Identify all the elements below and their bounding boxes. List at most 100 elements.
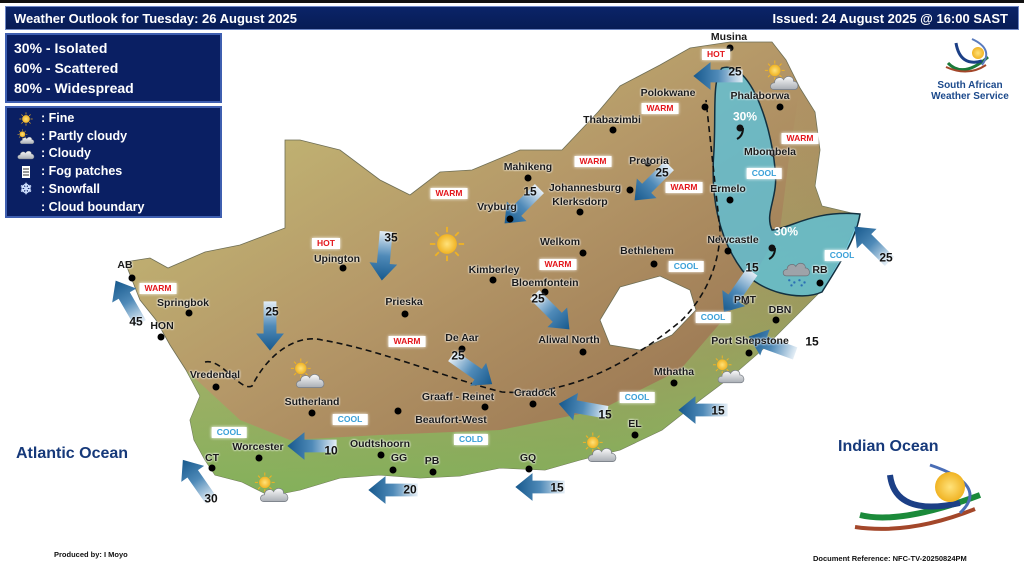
wind-speed-label: 15 <box>745 260 759 275</box>
city-label: Klerksdorp <box>552 196 608 208</box>
wind-speed-label: 25 <box>655 165 669 180</box>
temperature-label: COOL <box>332 414 368 425</box>
city-label: Welkom <box>539 236 581 248</box>
probability-legend: 30% - Isolated 60% - Scattered 80% - Wid… <box>5 33 222 103</box>
temperature-label: WARM <box>665 182 703 193</box>
rain-probability-label: 30% <box>732 109 758 124</box>
city-dot <box>579 348 587 356</box>
city-dot <box>524 174 532 182</box>
city-dot <box>541 288 549 296</box>
city-dot <box>816 279 824 287</box>
city-label: PMT <box>733 294 757 306</box>
temperature-label: WARM <box>388 336 426 347</box>
city-dot <box>576 208 584 216</box>
city-label: Mbombela <box>744 146 796 158</box>
wind-speed-label: 10 <box>324 443 338 458</box>
city-label: Mahikeng <box>503 161 553 173</box>
legend-label: : Fine <box>41 111 75 125</box>
legend-widespread: 80% - Widespread <box>14 80 134 96</box>
saws-logo-icon <box>945 38 989 73</box>
city-dot <box>644 159 652 167</box>
city-dot <box>394 407 402 415</box>
city-dot <box>745 349 753 357</box>
snowflake-icon: ❄ <box>19 180 33 198</box>
temperature-label: WARM <box>641 103 679 114</box>
top-border <box>0 0 1024 3</box>
city-dot <box>212 383 220 391</box>
city-label: Phalaborwa <box>730 90 790 102</box>
city-dot <box>157 333 165 341</box>
city-label: Vredendal <box>189 369 241 381</box>
city-dot <box>429 468 437 476</box>
legend-partly-cloudy: : Partly cloudy <box>15 128 220 146</box>
city-label: CT <box>205 452 219 464</box>
city-label: Port Shepstone <box>711 335 789 347</box>
document-reference: Document Reference: NFC-TV-20250824PM <box>813 554 967 563</box>
city-label: Sutherland <box>284 396 340 408</box>
city-label: DBN <box>768 304 792 316</box>
city-label: Ermelo <box>710 183 746 195</box>
wind-speed-label: 15 <box>711 403 725 418</box>
city-dot <box>506 215 514 223</box>
legend-scattered: 60% - Scattered <box>14 60 119 76</box>
city-dot <box>458 345 466 353</box>
legend-fog: : Fog patches <box>15 163 220 181</box>
city-label: Worcester <box>232 441 284 453</box>
city-label: Prieska <box>385 296 423 308</box>
city-dot <box>609 126 617 134</box>
wind-speed-label: 45 <box>129 314 143 329</box>
city-label: GQ <box>519 452 537 464</box>
fog-icon <box>22 165 30 178</box>
temperature-label: WARM <box>430 188 468 199</box>
city-label: Aliwal North <box>538 334 600 346</box>
city-dot <box>724 247 732 255</box>
temperature-label: COLD <box>453 434 489 445</box>
city-dot <box>650 260 658 268</box>
city-label: AB <box>117 259 133 271</box>
legend-isolated: 30% - Isolated <box>14 40 108 56</box>
legend-fine: : Fine <box>15 110 220 128</box>
rain-probability-label: 30% <box>773 224 799 239</box>
city-label: Graaff - Reinet <box>421 391 495 403</box>
city-dot <box>776 103 784 111</box>
city-label: Bethlehem <box>620 245 674 257</box>
temperature-label: WARM <box>781 133 819 144</box>
city-dot <box>377 451 385 459</box>
rain-comma-icon <box>736 124 744 140</box>
city-label: HON <box>150 320 174 332</box>
temperature-label: WARM <box>139 283 177 294</box>
city-label: Vryburg <box>477 201 517 213</box>
temperature-label: WARM <box>539 259 577 270</box>
city-label: Pretoria <box>629 155 669 167</box>
city-label: RB <box>812 264 828 276</box>
indian-ocean-label: Indian Ocean <box>838 438 939 455</box>
sun-icon <box>19 111 33 126</box>
temperature-label: COOL <box>619 392 655 403</box>
city-dot <box>769 149 777 157</box>
city-dot <box>401 310 409 318</box>
city-dot <box>529 400 537 408</box>
city-dot <box>339 264 347 272</box>
wind-speed-label: 20 <box>403 482 417 497</box>
city-dot <box>308 409 316 417</box>
city-label: PB <box>424 455 440 467</box>
temperature-label: COOL <box>668 261 704 272</box>
wind-speed-label: 15 <box>598 407 612 422</box>
header-bar: Weather Outlook for Tuesday: 26 August 2… <box>5 6 1019 30</box>
city-dot <box>726 196 734 204</box>
legend-cloudy: : Cloudy <box>15 145 220 163</box>
city-label: Bloemfontein <box>511 277 579 289</box>
city-dot <box>670 379 678 387</box>
city-label: De Aar <box>445 332 479 344</box>
city-label: Musina <box>710 31 748 43</box>
atlantic-ocean-label: Atlantic Ocean <box>16 445 129 462</box>
wind-speed-label: 35 <box>384 230 398 245</box>
city-dot <box>481 403 489 411</box>
coastal-lowlands <box>186 88 860 496</box>
city-dot <box>626 186 634 194</box>
cloud-boundary-line <box>204 99 721 394</box>
city-dot <box>772 316 780 324</box>
city-label: Upington <box>313 253 361 265</box>
city-dot <box>701 103 709 111</box>
wind-speed-label: 25 <box>879 250 893 265</box>
